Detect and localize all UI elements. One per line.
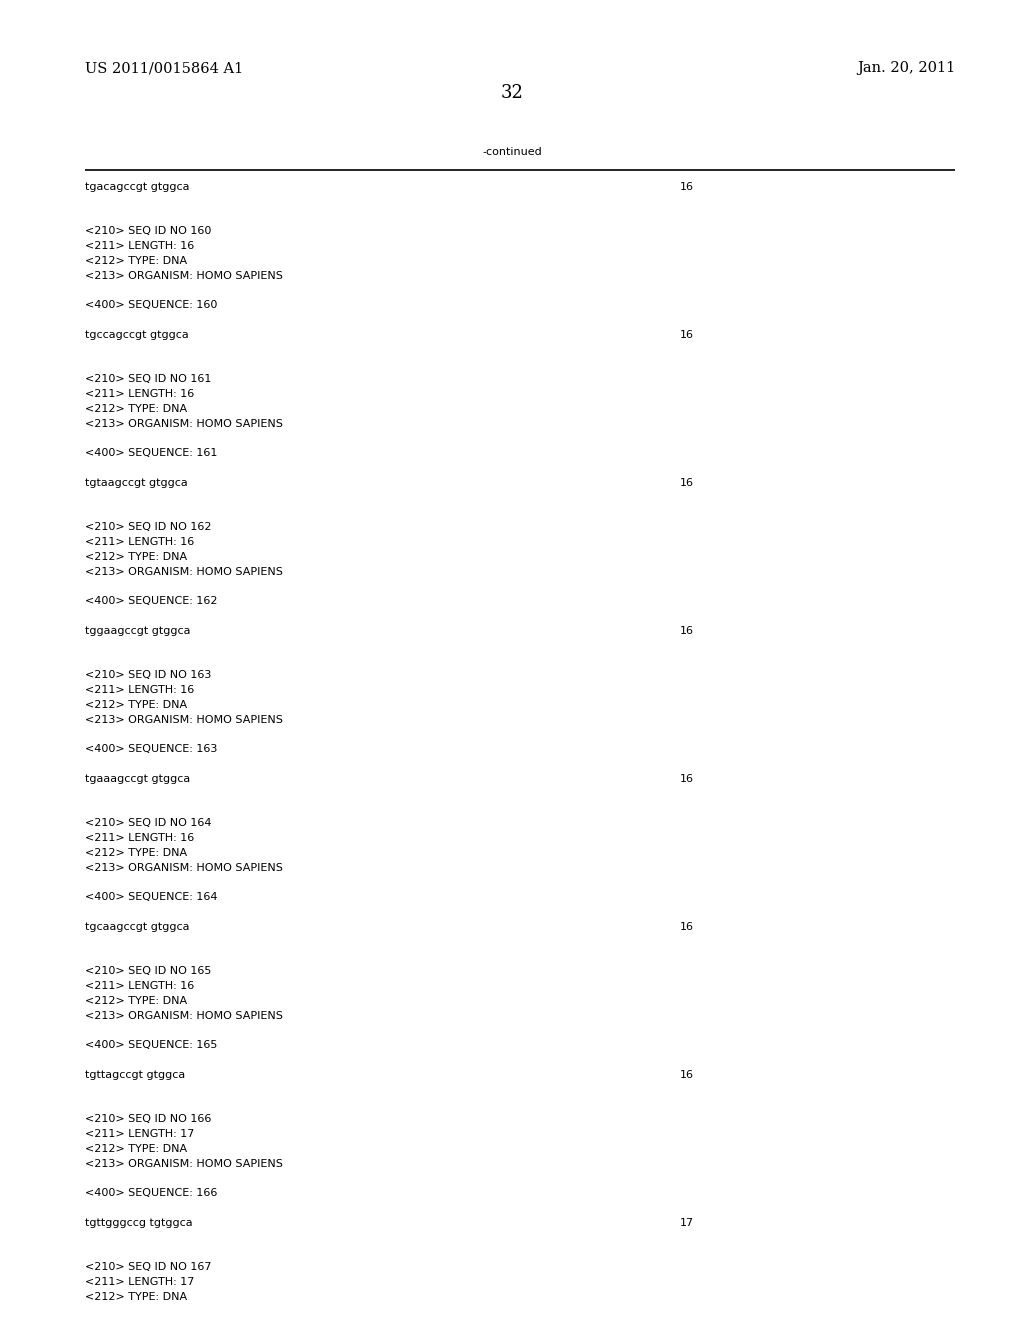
Text: <211> LENGTH: 16: <211> LENGTH: 16 — [85, 537, 195, 548]
Text: 16: 16 — [680, 330, 694, 341]
Text: 17: 17 — [680, 1218, 694, 1228]
Text: <213> ORGANISM: HOMO SAPIENS: <213> ORGANISM: HOMO SAPIENS — [85, 1159, 283, 1168]
Text: <211> LENGTH: 17: <211> LENGTH: 17 — [85, 1278, 195, 1287]
Text: <210> SEQ ID NO 160: <210> SEQ ID NO 160 — [85, 227, 211, 236]
Text: <210> SEQ ID NO 165: <210> SEQ ID NO 165 — [85, 966, 211, 977]
Text: 16: 16 — [680, 626, 694, 636]
Text: <400> SEQUENCE: 163: <400> SEQUENCE: 163 — [85, 744, 217, 755]
Text: -continued: -continued — [482, 147, 542, 157]
Text: <213> ORGANISM: HOMO SAPIENS: <213> ORGANISM: HOMO SAPIENS — [85, 271, 283, 281]
Text: tgccagccgt gtggca: tgccagccgt gtggca — [85, 330, 188, 341]
Text: <211> LENGTH: 16: <211> LENGTH: 16 — [85, 242, 195, 251]
Text: <400> SEQUENCE: 162: <400> SEQUENCE: 162 — [85, 597, 217, 606]
Text: tgtaagccgt gtggca: tgtaagccgt gtggca — [85, 478, 187, 488]
Text: 16: 16 — [680, 774, 694, 784]
Text: <210> SEQ ID NO 167: <210> SEQ ID NO 167 — [85, 1262, 212, 1272]
Text: <211> LENGTH: 17: <211> LENGTH: 17 — [85, 1129, 195, 1139]
Text: <213> ORGANISM: HOMO SAPIENS: <213> ORGANISM: HOMO SAPIENS — [85, 418, 283, 429]
Text: <210> SEQ ID NO 161: <210> SEQ ID NO 161 — [85, 375, 211, 384]
Text: tgcaagccgt gtggca: tgcaagccgt gtggca — [85, 921, 189, 932]
Text: 16: 16 — [680, 182, 694, 191]
Text: <210> SEQ ID NO 166: <210> SEQ ID NO 166 — [85, 1114, 211, 1125]
Text: tgttagccgt gtggca: tgttagccgt gtggca — [85, 1071, 185, 1080]
Text: <211> LENGTH: 16: <211> LENGTH: 16 — [85, 981, 195, 991]
Text: <212> TYPE: DNA: <212> TYPE: DNA — [85, 1144, 187, 1154]
Text: <212> TYPE: DNA: <212> TYPE: DNA — [85, 847, 187, 858]
Text: <211> LENGTH: 16: <211> LENGTH: 16 — [85, 833, 195, 843]
Text: Jan. 20, 2011: Jan. 20, 2011 — [857, 61, 955, 75]
Text: tgttgggccg tgtggca: tgttgggccg tgtggca — [85, 1218, 193, 1228]
Text: <212> TYPE: DNA: <212> TYPE: DNA — [85, 404, 187, 414]
Text: <210> SEQ ID NO 162: <210> SEQ ID NO 162 — [85, 523, 212, 532]
Text: <400> SEQUENCE: 161: <400> SEQUENCE: 161 — [85, 449, 217, 458]
Text: <210> SEQ ID NO 163: <210> SEQ ID NO 163 — [85, 671, 211, 680]
Text: <213> ORGANISM: HOMO SAPIENS: <213> ORGANISM: HOMO SAPIENS — [85, 863, 283, 873]
Text: tgaaagccgt gtggca: tgaaagccgt gtggca — [85, 774, 190, 784]
Text: <212> TYPE: DNA: <212> TYPE: DNA — [85, 1292, 187, 1302]
Text: <211> LENGTH: 16: <211> LENGTH: 16 — [85, 685, 195, 696]
Text: 16: 16 — [680, 1071, 694, 1080]
Text: <212> TYPE: DNA: <212> TYPE: DNA — [85, 552, 187, 562]
Text: <210> SEQ ID NO 164: <210> SEQ ID NO 164 — [85, 818, 212, 829]
Text: US 2011/0015864 A1: US 2011/0015864 A1 — [85, 61, 244, 75]
Text: 16: 16 — [680, 921, 694, 932]
Text: <400> SEQUENCE: 160: <400> SEQUENCE: 160 — [85, 301, 217, 310]
Text: <212> TYPE: DNA: <212> TYPE: DNA — [85, 256, 187, 267]
Text: <212> TYPE: DNA: <212> TYPE: DNA — [85, 700, 187, 710]
Text: <213> ORGANISM: HOMO SAPIENS: <213> ORGANISM: HOMO SAPIENS — [85, 715, 283, 725]
Text: tgacagccgt gtggca: tgacagccgt gtggca — [85, 182, 189, 191]
Text: 16: 16 — [680, 478, 694, 488]
Text: <212> TYPE: DNA: <212> TYPE: DNA — [85, 997, 187, 1006]
Text: <213> ORGANISM: HOMO SAPIENS: <213> ORGANISM: HOMO SAPIENS — [85, 1011, 283, 1020]
Text: tggaagccgt gtggca: tggaagccgt gtggca — [85, 626, 190, 636]
Text: <400> SEQUENCE: 165: <400> SEQUENCE: 165 — [85, 1040, 217, 1051]
Text: <213> ORGANISM: HOMO SAPIENS: <213> ORGANISM: HOMO SAPIENS — [85, 566, 283, 577]
Text: <400> SEQUENCE: 166: <400> SEQUENCE: 166 — [85, 1188, 217, 1199]
Text: <400> SEQUENCE: 164: <400> SEQUENCE: 164 — [85, 892, 217, 903]
Text: <211> LENGTH: 16: <211> LENGTH: 16 — [85, 389, 195, 399]
Text: 32: 32 — [501, 84, 523, 102]
